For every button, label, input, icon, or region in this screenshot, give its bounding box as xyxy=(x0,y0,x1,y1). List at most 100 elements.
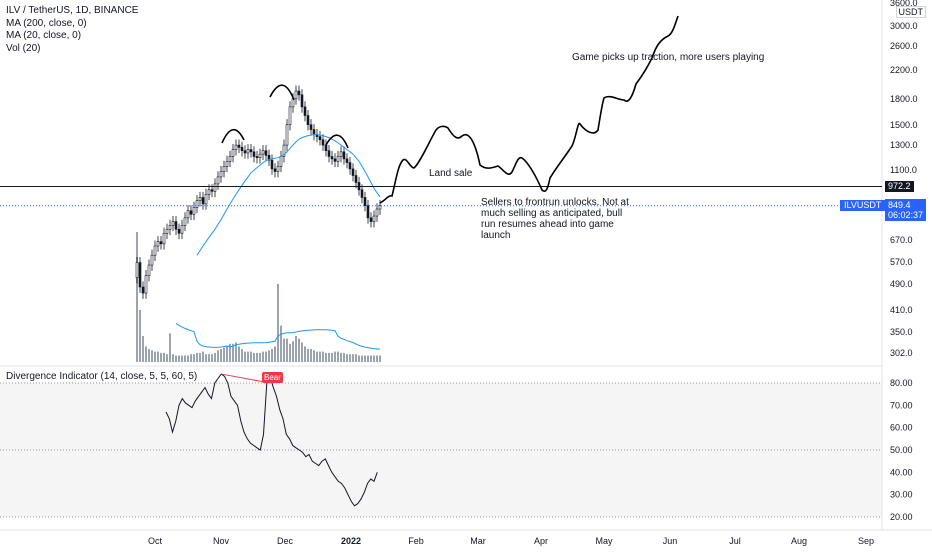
candle-body xyxy=(249,149,253,153)
price-tick-label: 3600.0 xyxy=(890,0,918,8)
candle-body xyxy=(210,189,214,192)
volume-bar xyxy=(310,349,312,362)
candle-body xyxy=(213,183,217,192)
osc-tick-label: 20.00 xyxy=(890,512,913,522)
volume-bar xyxy=(289,343,291,362)
volume-bar xyxy=(229,343,231,362)
osc-tick-label: 40.00 xyxy=(890,467,913,477)
candle-body xyxy=(363,197,367,206)
candle-body xyxy=(369,217,373,222)
candle-body xyxy=(327,150,331,157)
candle-body xyxy=(243,150,247,154)
time-label: Aug xyxy=(791,536,807,546)
candle-body xyxy=(306,115,310,126)
candle-body xyxy=(240,147,244,151)
candle-body xyxy=(324,144,328,151)
price-tick-label: 570.0 xyxy=(890,257,913,267)
time-label: Feb xyxy=(408,536,424,546)
volume-bar xyxy=(322,351,324,362)
time-label: Oct xyxy=(148,536,163,546)
chart-legend: ILV / TetherUS, 1D, BINANCE MA (200, clo… xyxy=(6,5,138,55)
volume-bar xyxy=(307,349,309,362)
candle-body xyxy=(321,139,325,146)
volume-bar xyxy=(358,355,360,362)
volume-bar xyxy=(298,338,300,362)
candle-body xyxy=(348,162,352,170)
time-label: Nov xyxy=(213,536,230,546)
right-shoulder-arc xyxy=(325,134,349,149)
volume-bar xyxy=(277,284,279,362)
volume-bar xyxy=(199,352,201,362)
volume-bar xyxy=(253,352,255,362)
volume-bar xyxy=(184,355,186,362)
volume-bar xyxy=(232,343,234,362)
candle-body xyxy=(138,262,142,288)
candle-body xyxy=(201,197,205,205)
candle-body xyxy=(168,225,172,230)
candle-body xyxy=(318,136,322,141)
bear-label: Bear xyxy=(262,372,283,383)
time-label: May xyxy=(595,536,613,546)
price-tick-label: 410.0 xyxy=(890,305,913,315)
price-tick-label: 2600.0 xyxy=(890,41,918,51)
price-tick-label: 302.0 xyxy=(890,348,913,358)
osc-tick-label: 70.00 xyxy=(890,400,913,410)
volume-bar xyxy=(286,338,288,362)
price-tick-label: 670.0 xyxy=(890,235,913,245)
candle-body xyxy=(339,151,343,157)
volume-bar xyxy=(247,351,249,362)
candle-body xyxy=(141,286,145,294)
price-tick-label: 2200.0 xyxy=(890,65,918,75)
vol-legend[interactable]: Vol (20) xyxy=(6,42,41,54)
current-price: 849.4 xyxy=(888,200,911,210)
candle-body xyxy=(285,124,289,146)
osc-tick-label: 30.00 xyxy=(890,490,913,500)
volume-bar xyxy=(163,352,165,362)
volume-bar xyxy=(349,354,351,362)
volume-bar xyxy=(283,338,285,362)
volume-bar xyxy=(370,355,372,362)
candle-body xyxy=(309,124,313,130)
candle-body xyxy=(312,129,316,135)
volume-bar xyxy=(241,349,243,362)
volume-bar xyxy=(142,336,144,362)
candle-body xyxy=(219,171,223,178)
volume-bar xyxy=(319,351,321,362)
volume-bar xyxy=(175,355,177,362)
candle-body xyxy=(372,215,376,222)
volume-bar xyxy=(136,232,138,362)
candle-body xyxy=(171,221,175,226)
head-arc xyxy=(269,84,295,101)
candle-body xyxy=(345,158,349,163)
candle-body xyxy=(261,150,265,155)
candle-body xyxy=(144,275,148,294)
candle-body xyxy=(276,166,280,172)
volume-bar xyxy=(340,352,342,362)
osc-tick-label: 50.00 xyxy=(890,445,913,455)
candle-body xyxy=(186,210,190,219)
volume-bar xyxy=(160,352,162,362)
volume-bar xyxy=(217,350,219,362)
volume-bar xyxy=(190,354,192,362)
countdown: 06:02:37 xyxy=(888,210,924,220)
ma200-legend[interactable]: MA (200, close, 0) xyxy=(6,17,87,29)
candle-body xyxy=(225,161,229,167)
candle-body xyxy=(198,197,202,201)
candle-body xyxy=(273,168,277,172)
candle-body xyxy=(177,228,181,234)
candle-body xyxy=(333,158,337,162)
volume-bar xyxy=(379,355,381,362)
current-price-tag: 849.4 06:02:37 xyxy=(885,199,927,221)
oscillator-legend[interactable]: Divergence Indicator (14, close, 5, 5, 6… xyxy=(6,371,198,382)
volume-bar xyxy=(148,349,150,362)
projection-path[interactable] xyxy=(379,15,679,204)
volume-bar xyxy=(235,342,237,362)
volume-bar xyxy=(373,355,375,362)
volume-bar xyxy=(259,352,261,362)
ma20-legend[interactable]: MA (20, close, 0) xyxy=(6,30,82,41)
currency-label[interactable]: USDT xyxy=(895,6,926,18)
symbol-title[interactable]: ILV / TetherUS, 1D, BINANCE xyxy=(6,5,139,16)
candle-body xyxy=(330,156,334,160)
